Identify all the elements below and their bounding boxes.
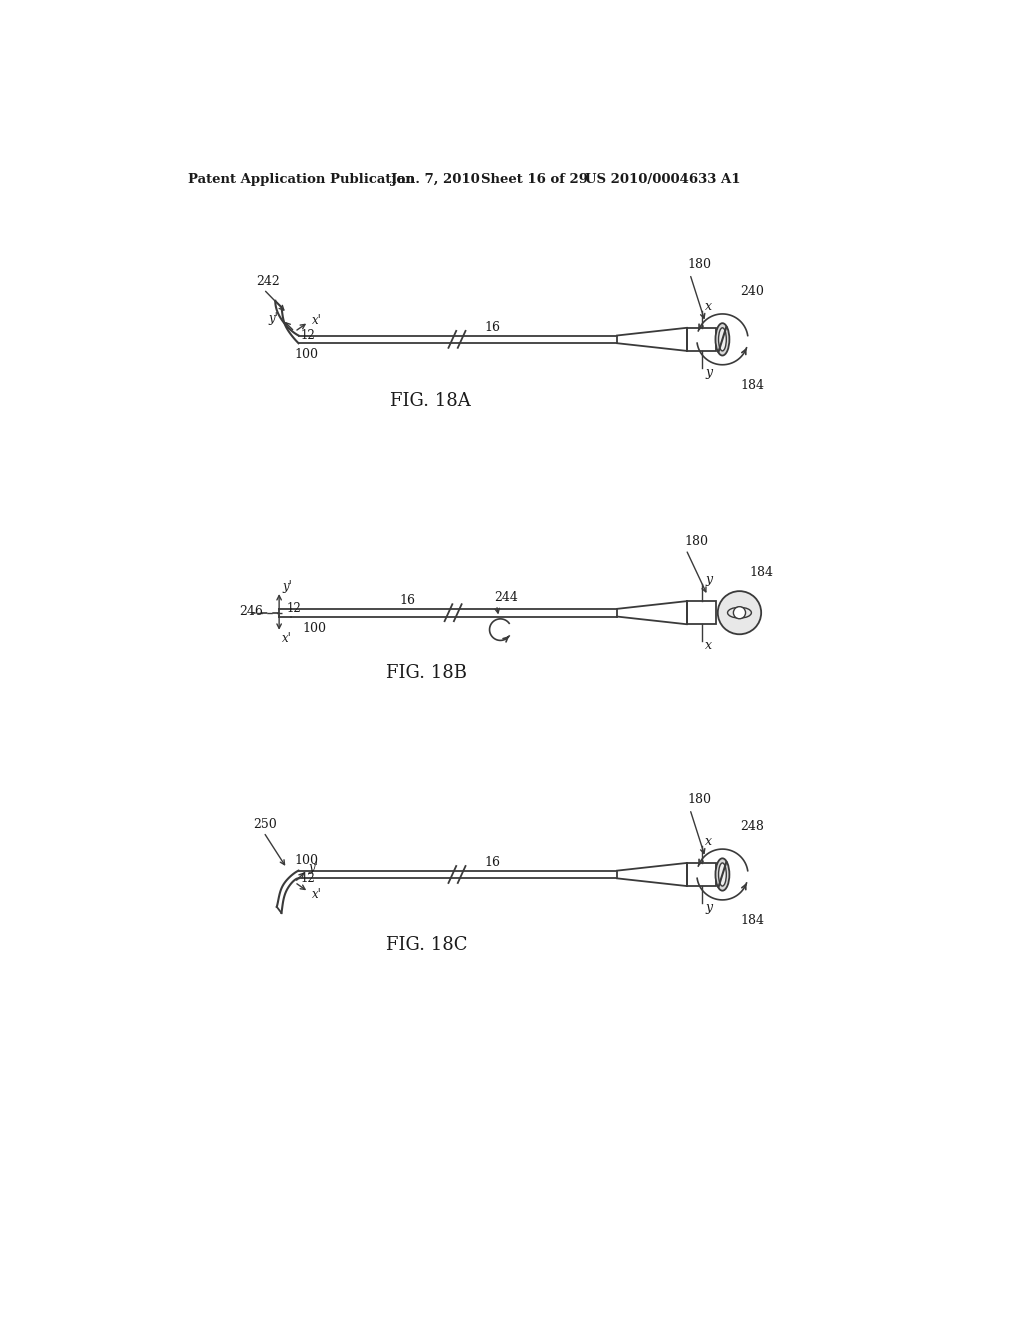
Text: y: y [706,902,713,915]
Text: 180: 180 [684,535,709,548]
Bar [687,327,716,351]
Text: 100: 100 [295,854,318,867]
Ellipse shape [719,863,726,886]
Text: FIG. 18C: FIG. 18C [386,936,467,954]
Text: 184: 184 [740,915,764,927]
Circle shape [718,591,761,635]
Text: x: x [706,639,713,652]
Text: FIG. 18B: FIG. 18B [386,664,467,681]
Polygon shape [617,863,687,886]
Ellipse shape [716,323,729,355]
Text: y': y' [268,312,279,325]
Polygon shape [617,327,687,351]
Text: US 2010/0004633 A1: US 2010/0004633 A1 [586,173,740,186]
Text: 16: 16 [484,321,501,334]
Text: 242: 242 [256,275,280,288]
Text: FIG. 18A: FIG. 18A [390,392,471,411]
Text: x': x' [311,888,322,900]
Text: Patent Application Publication: Patent Application Publication [188,173,415,186]
Text: 16: 16 [399,594,416,607]
Text: 180: 180 [687,793,712,807]
Text: y': y' [283,579,292,593]
Text: Sheet 16 of 29: Sheet 16 of 29 [480,173,588,186]
Text: x: x [706,834,713,847]
Text: y: y [706,573,713,586]
Bar [687,601,716,624]
Text: 250: 250 [254,818,278,832]
Ellipse shape [716,858,729,891]
Text: 180: 180 [687,259,712,271]
Text: 184: 184 [750,566,773,579]
Text: 12: 12 [287,602,302,615]
Circle shape [733,607,745,619]
Text: y': y' [308,861,318,874]
Text: 12: 12 [301,871,315,884]
Text: x: x [706,300,713,313]
Text: y: y [706,366,713,379]
Text: 244: 244 [495,591,518,603]
Polygon shape [617,601,687,624]
Text: 246: 246 [239,605,263,618]
Text: 184: 184 [740,379,764,392]
Ellipse shape [719,327,726,351]
Text: 16: 16 [484,855,501,869]
Text: 100: 100 [295,348,318,362]
Text: 12: 12 [301,329,315,342]
Text: x': x' [311,314,322,327]
Text: 240: 240 [740,285,764,298]
Text: 100: 100 [302,622,327,635]
Bar [687,863,716,886]
Text: x': x' [283,631,292,644]
Text: 248: 248 [740,820,764,833]
Text: Jan. 7, 2010: Jan. 7, 2010 [391,173,480,186]
